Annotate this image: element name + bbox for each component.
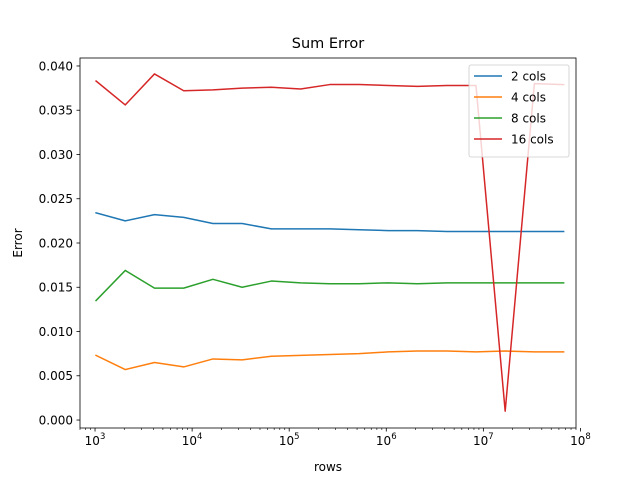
y-tick-label: 0.040	[39, 59, 73, 73]
x-tick-exponent: 8	[585, 432, 590, 442]
legend-label: 4 cols	[511, 90, 546, 104]
y-axis: 0.000 0.005 0.010 0.015 0.020 0.025 0.030 0.035…	[39, 59, 80, 427]
legend-box	[468, 64, 570, 158]
x-tick-label: 106	[376, 432, 397, 448]
legend: 2 cols 4 cols 8 cols 16 cols	[468, 64, 570, 158]
y-tick-label: 0.005	[39, 369, 73, 383]
plot-lines	[94, 73, 565, 412]
x-tick-label: 108	[570, 432, 591, 448]
x-tick-base: 10	[182, 434, 197, 448]
x-tick-exponent: 4	[197, 432, 202, 442]
x-axis-title: rows	[314, 460, 342, 474]
x-tick-base: 10	[473, 434, 488, 448]
x-tick-label: 103	[85, 432, 106, 448]
y-tick-label: 0.010	[39, 325, 73, 339]
legend-label: 8 cols	[511, 111, 546, 125]
x-tick-exponent: 7	[488, 432, 493, 442]
y-tick-label: 0.015	[39, 281, 73, 295]
y-tick-label: 0.000	[39, 413, 73, 427]
x-tick-exponent: 3	[100, 432, 105, 442]
x-tick-label: 104	[182, 432, 203, 448]
series-line-2	[95, 350, 565, 371]
y-tick-label: 0.025	[39, 192, 73, 206]
series-line-3	[94, 269, 565, 302]
x-axis: 103 104 105 106 107 108	[79, 428, 591, 448]
x-tick-label: 105	[279, 432, 300, 448]
y-axis-title: Error	[11, 228, 25, 257]
x-tick-base: 10	[376, 434, 391, 448]
chart-title: Sum Error	[292, 36, 365, 52]
x-tick-base: 10	[279, 434, 294, 448]
y-tick-label: 0.030	[39, 148, 73, 162]
y-tick-label: 0.035	[39, 104, 73, 118]
x-tick-exponent: 6	[391, 432, 396, 442]
series-line-1	[95, 211, 565, 233]
legend-label: 16 cols	[511, 132, 554, 146]
y-tick-label: 0.020	[39, 236, 73, 250]
x-tick-label: 107	[473, 432, 494, 448]
legend-label: 2 cols	[511, 69, 546, 83]
x-tick-base: 10	[85, 434, 100, 448]
x-tick-exponent: 5	[294, 432, 299, 442]
series-line-4	[94, 73, 565, 412]
x-tick-base: 10	[570, 434, 585, 448]
